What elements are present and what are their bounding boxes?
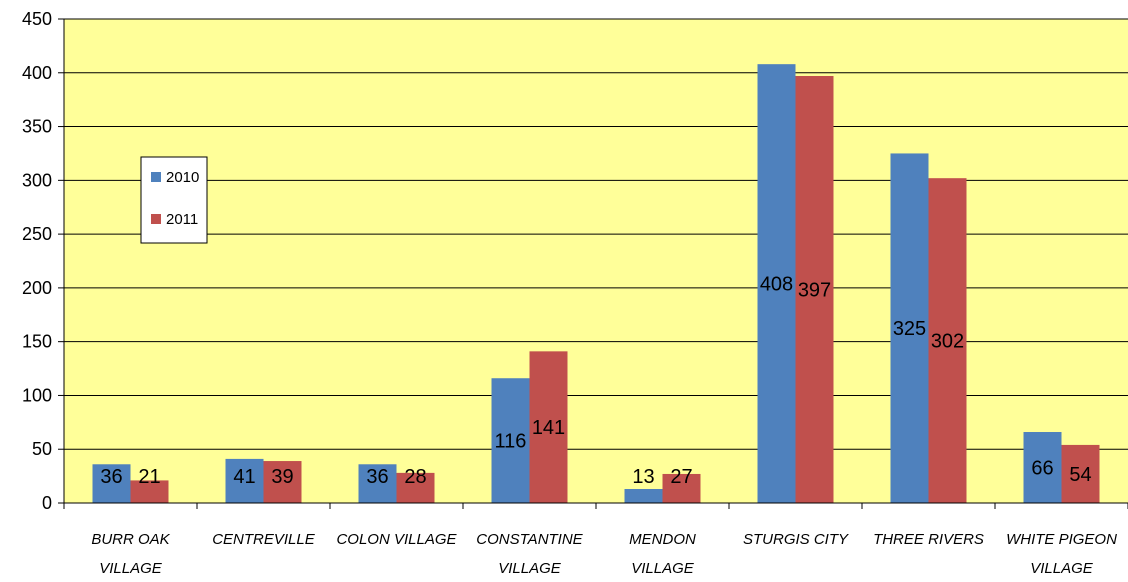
bar-2010-1: [225, 458, 264, 503]
x-category-label: CONSTANTINE VILLAGE: [476, 531, 583, 577]
y-tick-label: 400: [22, 63, 52, 83]
data-label: 116: [495, 431, 527, 453]
x-category-label: THREE RIVERS: [873, 531, 984, 548]
y-tick-label: 300: [22, 170, 52, 190]
legend: 2010 2011: [140, 156, 208, 244]
y-axis: 0 50 100 150 200 250 300 350 400 450: [22, 9, 65, 513]
x-category-label-line: BURR OAK: [91, 531, 170, 548]
bar-2011-3: [529, 351, 568, 503]
x-category-label: STURGIS CITY: [743, 531, 849, 548]
bar-2010-0: [92, 464, 131, 503]
y-tick-label: 50: [32, 439, 52, 459]
data-label: 325: [893, 318, 926, 340]
x-category-label-line: CONSTANTINE: [476, 531, 583, 548]
legend-swatch-2010: [151, 172, 161, 182]
bar-2011-2: [396, 472, 435, 503]
data-label: 36: [100, 466, 122, 488]
bar-2011-4: [662, 473, 701, 503]
x-category-label: CENTREVILLE: [212, 531, 316, 548]
data-label: 39: [271, 466, 293, 488]
bar-2011-1: [263, 461, 302, 503]
bar-2011-7: [1061, 444, 1100, 503]
bar-2010-2: [358, 464, 397, 503]
bars: [92, 64, 1100, 503]
data-labels: 36 41 36 116 13 408 325 66 21 39 28 141 27 397 302 54: [100, 274, 1091, 488]
x-category-label: WHITE PIGEON VILLAGE: [1006, 531, 1117, 577]
data-label: 141: [532, 417, 565, 439]
x-category-label-line: THREE RIVERS: [873, 531, 984, 548]
data-label: 13: [632, 466, 654, 488]
data-label: 41: [233, 466, 255, 488]
legend-box: [140, 156, 208, 244]
y-tick-label: 150: [22, 332, 52, 352]
data-label: 36: [366, 466, 388, 488]
data-label: 28: [404, 466, 426, 488]
x-category-label: COLON VILLAGE: [336, 531, 457, 548]
bar-2011-5: [795, 76, 834, 503]
y-tick-label: 450: [22, 9, 52, 29]
y-tick-label: 100: [22, 385, 52, 405]
bar-2011-6: [928, 178, 967, 503]
data-label: 54: [1069, 464, 1091, 486]
y-tick-label: 250: [22, 224, 52, 244]
y-tick-label: 0: [42, 493, 52, 513]
bar-2010-6: [890, 153, 929, 503]
x-category-label: BURR OAK VILLAGE: [91, 531, 170, 577]
x-axis: BURR OAK VILLAGE CENTREVILLE COLON VILLAGE C…: [63, 502, 1128, 577]
y-tick-label: 200: [22, 278, 52, 298]
bar-2011-0: [130, 480, 169, 503]
data-label: 397: [798, 280, 831, 302]
x-category-label-line: WHITE PIGEON: [1006, 531, 1117, 548]
legend-label: 2011: [166, 211, 198, 228]
x-category-label-line: VILLAGE: [99, 560, 163, 577]
x-category-label-line: MENDON: [629, 531, 696, 548]
x-category-label-line: COLON VILLAGE: [336, 531, 457, 548]
legend-label: 2010: [166, 169, 199, 186]
bar-2010-3: [491, 378, 530, 503]
y-tick-label: 350: [22, 117, 52, 137]
legend-swatch-2011: [151, 214, 161, 224]
x-category-label-line: CENTREVILLE: [212, 531, 316, 548]
plot-area: [64, 19, 1128, 503]
x-category-label: MENDON VILLAGE: [629, 531, 696, 577]
data-label: 408: [760, 274, 793, 296]
bar-2010-7: [1023, 432, 1062, 503]
data-label: 66: [1031, 458, 1053, 480]
x-category-label-line: VILLAGE: [1030, 560, 1094, 577]
data-label: 27: [670, 466, 692, 488]
gridlines: [64, 18, 1128, 450]
bar-2010-5: [757, 64, 796, 503]
bar-2010-4: [624, 489, 663, 503]
data-label: 302: [931, 331, 964, 353]
x-category-label-line: STURGIS CITY: [743, 531, 849, 548]
x-category-label-line: VILLAGE: [631, 560, 695, 577]
data-label: 21: [138, 466, 160, 488]
x-category-label-line: VILLAGE: [498, 560, 562, 577]
